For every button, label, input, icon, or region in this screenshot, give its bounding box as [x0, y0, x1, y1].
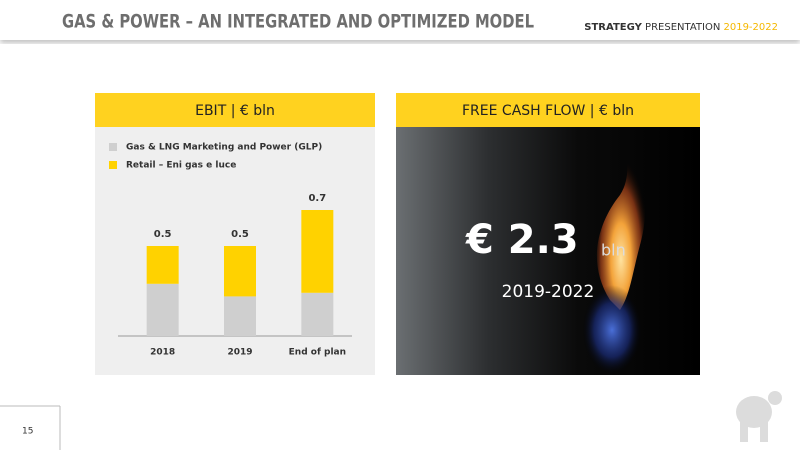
- tag-years: 2019-2022: [723, 22, 778, 33]
- slide-title: GAS & POWER – AN INTEGRATED AND OPTIMIZE…: [62, 11, 534, 33]
- flame-image: [396, 127, 700, 375]
- bar-segment: [146, 246, 179, 284]
- tag-bold: STRATEGY: [584, 22, 642, 33]
- bar-segment: [301, 292, 334, 336]
- x-tick-label: 2019: [227, 348, 252, 358]
- tag: PRESENTATION: [645, 22, 720, 33]
- cash-flow-value: € 2.3: [465, 217, 579, 263]
- legend-label: Retail – Eni gas e luce: [126, 161, 236, 171]
- x-tick-label: 2018: [150, 348, 175, 358]
- logo: [736, 391, 782, 442]
- bar-segment: [224, 296, 256, 336]
- legend-label: Gas & LNG Marketing and Power (GLP): [126, 143, 322, 153]
- cash-flow-period: 2019-2022: [502, 282, 595, 302]
- bar-segment: [224, 246, 256, 297]
- panel-title: FREE CASH FLOW | € bln: [462, 103, 634, 119]
- flame: [596, 140, 645, 310]
- total-label: 0.7: [308, 193, 326, 204]
- chart-title: EBIT | € bln: [195, 103, 275, 119]
- header-bar: [0, 0, 800, 40]
- total-label: 0.5: [154, 229, 172, 240]
- presentation-tag: STRATEGY PRESENTATION 2019-2022: [584, 22, 778, 33]
- page-number: 15: [22, 427, 33, 437]
- flame-base: [582, 285, 642, 375]
- cash-flow-unit: bln: [601, 241, 626, 260]
- legend-swatch: [109, 161, 117, 169]
- bar-segment: [301, 210, 334, 293]
- legend-swatch: [109, 143, 117, 151]
- x-tick-label: End of plan: [289, 348, 346, 358]
- total-label: 0.5: [231, 229, 249, 240]
- panel-header: [396, 93, 700, 127]
- bar-segment: [146, 283, 179, 336]
- panel-header: [95, 93, 375, 127]
